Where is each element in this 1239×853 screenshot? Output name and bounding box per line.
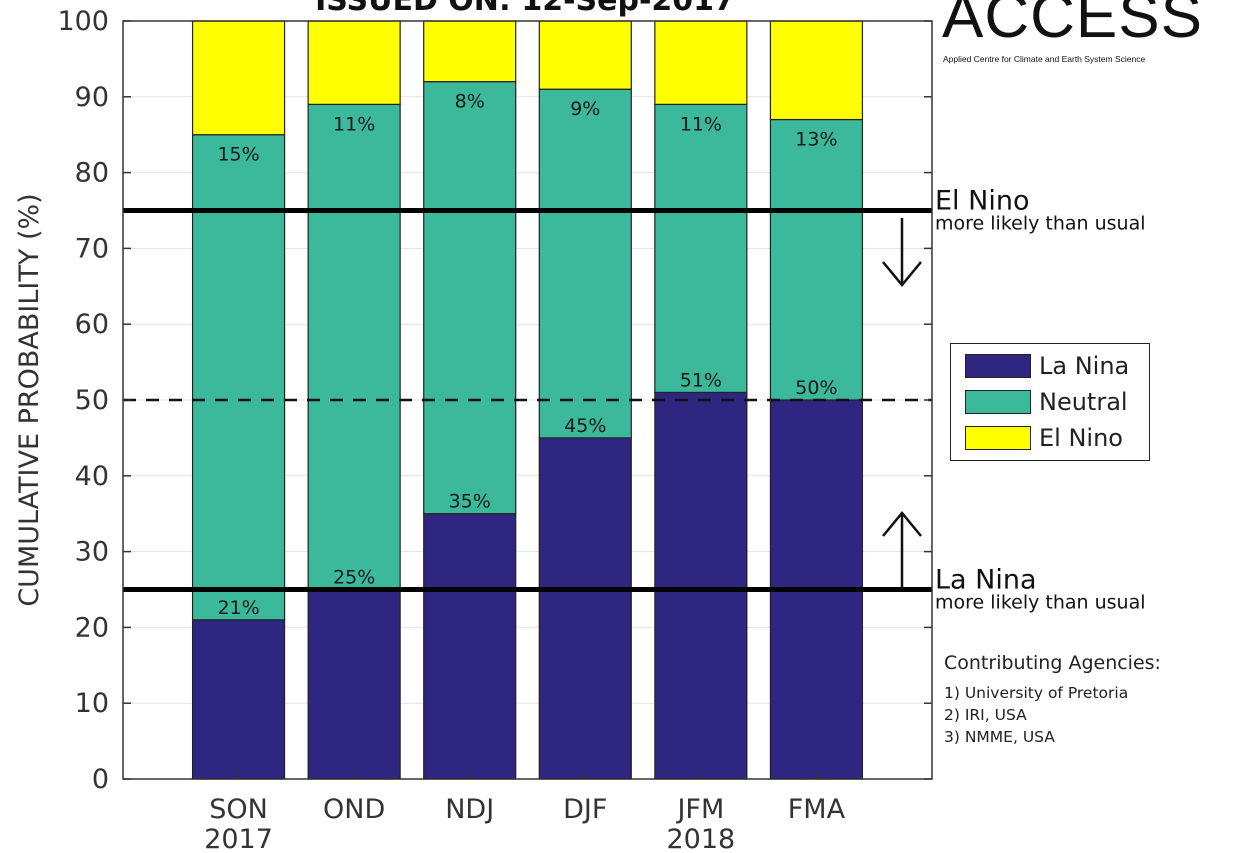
legend-item-neutral: Neutral: [965, 388, 1128, 416]
data-label-la-nina: 25%: [333, 567, 375, 589]
legend-item-el-nino: El Nino: [965, 424, 1123, 452]
y-tick-label: 100: [57, 6, 109, 37]
reference-line-label: El Nino: [935, 186, 1029, 217]
bar-la-nina: [538, 437, 632, 780]
bar-el-nino: [307, 20, 401, 105]
access-logo-subtitle: Applied Centre for Climate and Earth Sys…: [943, 54, 1146, 64]
data-label-el-nino: 15%: [217, 144, 259, 166]
reference-line-sublabel: more likely than usual: [935, 592, 1146, 614]
bar-el-nino: [538, 20, 632, 90]
legend-label-el-nino: El Nino: [1039, 424, 1123, 452]
bar-el-nino: [191, 20, 286, 136]
y-tick-label: 80: [75, 158, 109, 189]
y-tick-label: 0: [92, 764, 109, 795]
access-logo: ACCESS: [942, 0, 1203, 51]
data-label-la-nina: 50%: [795, 377, 837, 399]
agency-item: 3) NMME, USA: [944, 728, 1055, 746]
bar-neutral: [307, 103, 401, 591]
y-tick-label: 30: [75, 537, 109, 568]
x-tick-sublabel: 2017: [204, 824, 273, 853]
y-tick-label: 50: [75, 385, 109, 416]
bars: [191, 20, 864, 780]
x-tick-sublabel: 2018: [666, 824, 735, 853]
bar-la-nina: [654, 391, 748, 780]
y-axis-label: CUMULATIVE PROBABILITY (%): [14, 193, 45, 606]
bar-neutral: [654, 103, 748, 394]
legend-swatch-el-nino: [965, 426, 1031, 450]
bar-neutral: [769, 118, 864, 401]
agencies-title: Contributing Agencies:: [944, 652, 1161, 674]
bar-el-nino: [769, 20, 864, 121]
x-tick-label: JFM: [675, 794, 724, 825]
y-tick-label: 90: [75, 82, 109, 113]
bar-neutral: [191, 134, 286, 621]
data-labels: 21% 15% 25% 11% 35% 8% 45% 9% 51% 11% 50% 13%: [217, 91, 837, 619]
data-label-la-nina: 45%: [564, 415, 606, 437]
y-tick-label: 70: [75, 233, 109, 264]
x-tick-label: OND: [323, 794, 385, 825]
data-label-el-nino: 8%: [455, 91, 485, 113]
data-label-el-nino: 11%: [333, 113, 375, 135]
bar-el-nino: [654, 20, 748, 105]
bar-la-nina: [191, 619, 286, 780]
y-tick-label: 60: [75, 309, 109, 340]
y-tick-label: 20: [75, 612, 109, 643]
x-tick-label: SON: [209, 794, 268, 825]
data-label-la-nina: 21%: [217, 597, 259, 619]
legend-label-neutral: Neutral: [1039, 388, 1128, 416]
legend-swatch-la-nina: [965, 354, 1031, 378]
bar-la-nina: [307, 588, 401, 780]
x-tick-label: NDJ: [445, 794, 494, 825]
reference-line-label: La Nina: [935, 565, 1037, 596]
chart-title: ISSUED ON: 12-Sep-2017: [315, 0, 735, 18]
bar-neutral: [538, 88, 632, 439]
legend-swatch-neutral: [965, 390, 1031, 414]
x-tick-label: FMA: [788, 794, 846, 825]
legend-label-la-nina: La Nina: [1039, 352, 1130, 380]
legend-item-la-nina: La Nina: [965, 352, 1130, 380]
data-label-el-nino: 11%: [680, 113, 722, 135]
data-label-el-nino: 13%: [795, 129, 837, 151]
arrow-down-icon: [882, 218, 922, 287]
bar-el-nino: [423, 20, 517, 83]
agency-item: 2) IRI, USA: [944, 706, 1027, 724]
y-tick-label: 10: [75, 688, 109, 719]
x-tick-label: DJF: [563, 794, 607, 825]
reference-line-sublabel: more likely than usual: [935, 213, 1146, 235]
data-label-la-nina: 51%: [680, 369, 722, 391]
bar-la-nina: [423, 513, 517, 780]
arrows: [882, 218, 922, 588]
agency-item: 1) University of Pretoria: [944, 684, 1129, 702]
contributing-agencies: Contributing Agencies: 1) University of …: [944, 652, 1161, 748]
data-label-la-nina: 35%: [449, 491, 491, 513]
y-tick-label: 40: [75, 461, 109, 492]
data-label-el-nino: 9%: [570, 98, 600, 120]
legend: La Nina Neutral El Nino: [950, 343, 1150, 461]
arrow-up-icon: [882, 511, 922, 588]
bar-neutral: [423, 81, 517, 515]
